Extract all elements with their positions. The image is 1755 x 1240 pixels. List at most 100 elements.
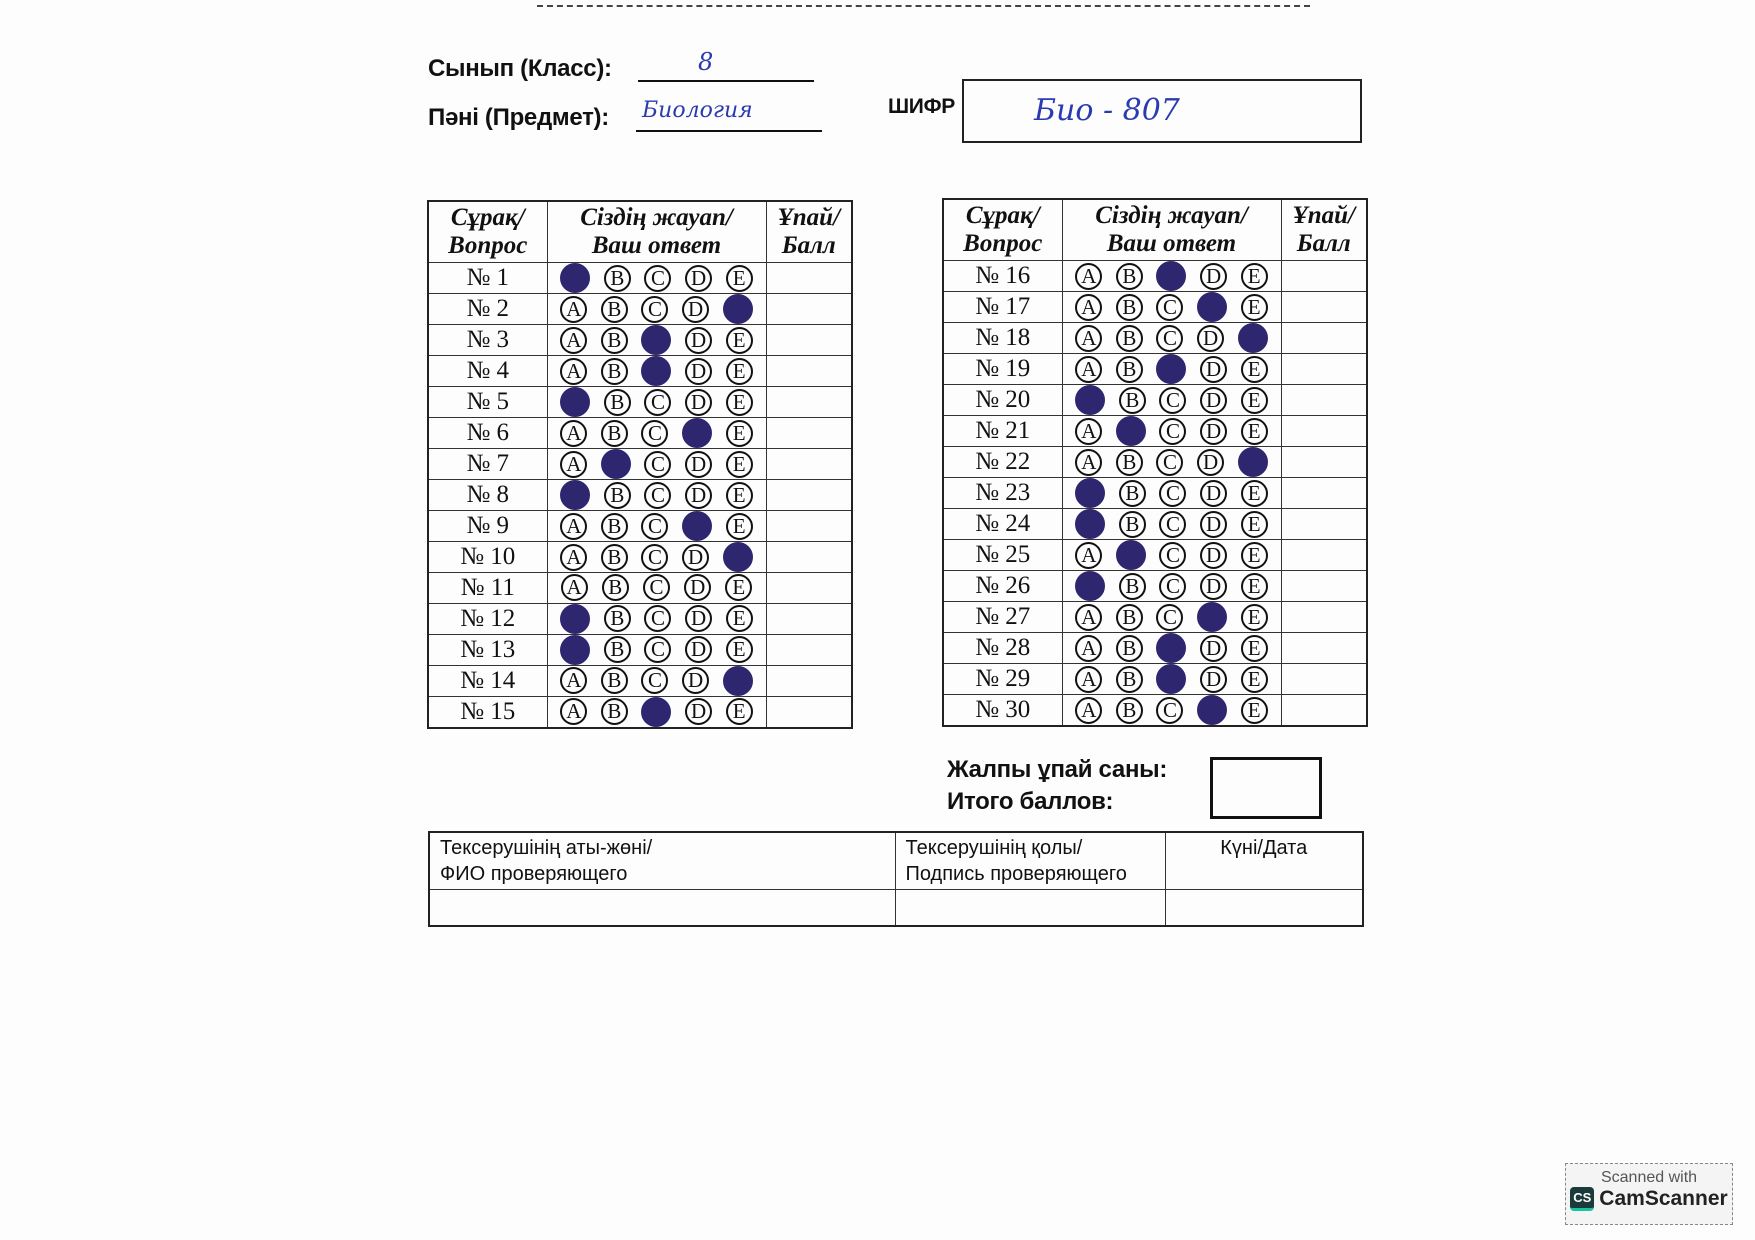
bubble-e[interactable]: E xyxy=(1240,510,1268,538)
bubble-c[interactable]: C xyxy=(1156,324,1184,352)
bubble-b[interactable]: B xyxy=(1115,665,1143,693)
bubble-d[interactable]: D xyxy=(1200,386,1228,414)
score-cell[interactable] xyxy=(1280,570,1368,602)
bubble-a[interactable]: A xyxy=(560,634,591,665)
bubble-d[interactable]: D xyxy=(685,636,713,663)
bubble-a[interactable]: A xyxy=(560,387,591,417)
bubble-c[interactable]: C xyxy=(641,419,669,447)
bubble-d[interactable]: D xyxy=(1197,292,1228,322)
bubble-a[interactable]: A xyxy=(1075,293,1103,321)
bubble-a[interactable]: A xyxy=(560,667,588,694)
bubble-c[interactable]: C xyxy=(641,667,669,694)
bubble-e[interactable]: E xyxy=(725,574,753,602)
bubble-c[interactable]: C xyxy=(1156,696,1184,724)
bubble-d[interactable]: D xyxy=(685,481,713,509)
bubble-d[interactable]: D xyxy=(685,450,713,478)
score-cell[interactable] xyxy=(765,664,853,697)
bubble-b[interactable]: B xyxy=(603,481,631,509)
bubble-a[interactable]: A xyxy=(560,574,588,602)
bubble-c[interactable]: C xyxy=(1156,293,1184,321)
bubble-d[interactable]: D xyxy=(1197,324,1225,352)
bubble-c[interactable]: C xyxy=(1159,386,1187,414)
bubble-b[interactable]: B xyxy=(603,605,631,632)
class-value[interactable]: 8 xyxy=(698,48,714,76)
bubble-e[interactable]: E xyxy=(1237,447,1268,477)
score-cell[interactable] xyxy=(765,695,853,728)
bubble-b[interactable]: B xyxy=(603,264,631,292)
bubble-d[interactable]: D xyxy=(682,667,710,694)
bubble-e[interactable]: E xyxy=(725,419,753,447)
bubble-b[interactable]: B xyxy=(1115,416,1146,446)
bubble-d[interactable]: D xyxy=(685,388,713,416)
bubble-c[interactable]: C xyxy=(644,450,672,478)
bubble-a[interactable]: A xyxy=(1075,665,1103,693)
bubble-e[interactable]: E xyxy=(725,450,753,478)
score-cell[interactable] xyxy=(1280,446,1368,478)
bubble-b[interactable]: B xyxy=(1115,540,1146,570)
bubble-e[interactable]: E xyxy=(1240,665,1268,693)
score-cell[interactable] xyxy=(765,541,853,573)
bubble-a[interactable]: A xyxy=(1075,634,1103,662)
bubble-d[interactable]: D xyxy=(1200,479,1228,507)
score-cell[interactable] xyxy=(1280,415,1368,447)
bubble-c[interactable]: C xyxy=(641,543,669,571)
bubble-a[interactable]: A xyxy=(1075,509,1106,539)
bubble-b[interactable]: B xyxy=(600,512,628,540)
bubble-c[interactable]: C xyxy=(1156,448,1184,476)
bubble-c[interactable]: C xyxy=(644,264,672,292)
score-cell[interactable] xyxy=(765,510,853,542)
bubble-b[interactable]: B xyxy=(600,667,628,694)
score-cell[interactable] xyxy=(1280,353,1368,385)
bubble-e[interactable]: E xyxy=(725,605,753,632)
bubble-b[interactable]: B xyxy=(1115,603,1143,631)
bubble-d[interactable]: D xyxy=(1200,262,1228,290)
bubble-c[interactable]: C xyxy=(1159,479,1187,507)
bubble-d[interactable]: D xyxy=(685,698,713,725)
bubble-c[interactable]: C xyxy=(641,512,669,540)
bubble-b[interactable]: B xyxy=(1115,634,1143,662)
bubble-c[interactable]: C xyxy=(644,636,672,663)
score-cell[interactable] xyxy=(1280,508,1368,540)
bubble-b[interactable]: B xyxy=(1115,696,1143,724)
score-cell[interactable] xyxy=(765,386,853,418)
score-cell[interactable] xyxy=(765,633,853,666)
bubble-a[interactable]: A xyxy=(560,295,588,323)
score-cell[interactable] xyxy=(1280,291,1368,323)
bubble-e[interactable]: E xyxy=(725,388,753,416)
bubble-c[interactable]: C xyxy=(644,605,672,632)
bubble-a[interactable]: A xyxy=(1075,417,1103,445)
bubble-c[interactable]: C xyxy=(642,574,670,602)
bubble-a[interactable]: A xyxy=(1075,478,1106,508)
bubble-a[interactable]: A xyxy=(1075,355,1103,383)
score-cell[interactable] xyxy=(765,355,853,387)
bubble-c[interactable]: C xyxy=(644,481,672,509)
bubble-c[interactable]: C xyxy=(641,295,669,323)
bubble-b[interactable]: B xyxy=(600,295,628,323)
total-score-box[interactable] xyxy=(1210,757,1322,819)
bubble-d[interactable]: D xyxy=(1200,510,1228,538)
bubble-d[interactable]: D xyxy=(685,326,713,354)
score-cell[interactable] xyxy=(765,448,853,480)
bubble-b[interactable]: B xyxy=(600,357,628,385)
bubble-b[interactable]: B xyxy=(1118,510,1146,538)
bubble-a[interactable]: A xyxy=(1075,448,1103,476)
bubble-e[interactable]: E xyxy=(1240,603,1268,631)
bubble-e[interactable]: E xyxy=(722,665,753,696)
bubble-d[interactable]: D xyxy=(684,574,712,602)
bubble-d[interactable]: D xyxy=(1197,448,1225,476)
bubble-a[interactable]: A xyxy=(560,263,591,293)
bubble-c[interactable]: C xyxy=(641,325,672,355)
bubble-a[interactable]: A xyxy=(1075,385,1106,415)
score-cell[interactable] xyxy=(1280,694,1368,727)
bubble-a[interactable]: A xyxy=(560,450,588,478)
bubble-e[interactable]: E xyxy=(722,542,753,572)
bubble-a[interactable]: A xyxy=(1075,571,1106,601)
checker-date-field[interactable] xyxy=(1164,889,1364,926)
score-cell[interactable] xyxy=(1280,260,1368,292)
bubble-d[interactable]: D xyxy=(1200,541,1228,569)
bubble-c[interactable]: C xyxy=(641,356,672,386)
bubble-a[interactable]: A xyxy=(560,698,588,725)
bubble-d[interactable]: D xyxy=(1200,665,1228,693)
bubble-c[interactable]: C xyxy=(641,696,672,727)
bubble-b[interactable]: B xyxy=(600,419,628,447)
